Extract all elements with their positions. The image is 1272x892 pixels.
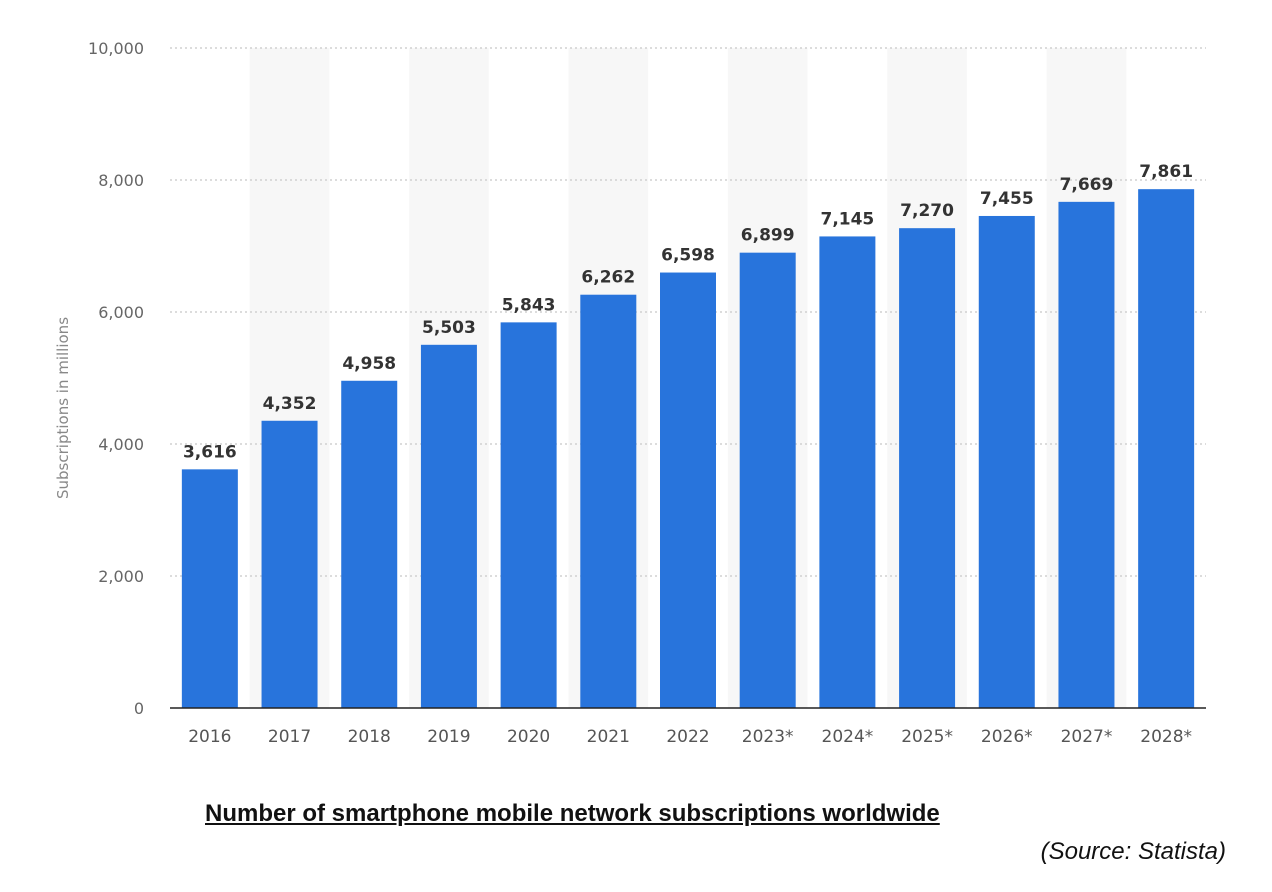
data-label: 4,352 — [263, 394, 317, 414]
data-label: 6,262 — [581, 268, 635, 288]
y-tick-label: 6,000 — [98, 303, 144, 322]
bar-2019 — [420, 344, 477, 708]
data-label: 7,861 — [1139, 162, 1193, 182]
data-label: 7,455 — [980, 189, 1034, 209]
x-tick-label: 2019 — [427, 727, 470, 747]
x-tick-label: 2024* — [822, 727, 874, 747]
bar-2021 — [580, 294, 637, 708]
bar-2020 — [500, 322, 557, 708]
x-tick-label: 2018 — [348, 727, 391, 747]
x-tick-label: 2028* — [1140, 727, 1192, 747]
data-label: 7,669 — [1060, 175, 1114, 195]
bar-2027* — [1058, 201, 1115, 708]
bar-2018 — [341, 380, 398, 708]
source-note: (Source: Statista) — [1040, 838, 1226, 865]
bar-2026* — [978, 215, 1035, 708]
x-tick-label: 2022 — [666, 727, 709, 747]
x-tick-label: 2023* — [742, 727, 794, 747]
bar-2025* — [899, 228, 956, 708]
x-tick-label: 2027* — [1061, 727, 1113, 747]
data-label: 7,145 — [820, 209, 874, 229]
data-label: 4,958 — [342, 354, 396, 374]
bar-2028* — [1138, 189, 1195, 708]
x-tick-label: 2017 — [268, 727, 311, 747]
data-label: 6,899 — [741, 226, 795, 246]
data-label: 5,503 — [422, 318, 476, 338]
data-label: 6,598 — [661, 246, 715, 266]
bar-chart: 0 2,000 4,000 6,000 8,000 10,000 3,616 4,352 4,… — [54, 39, 1206, 747]
data-label: 3,616 — [183, 442, 237, 462]
y-axis-ticks: 0 2,000 4,000 6,000 8,000 10,000 — [88, 39, 144, 718]
x-tick-label: 2021 — [587, 727, 630, 747]
data-labels: 3,616 4,352 4,958 5,503 5,843 6,262 6,598 6,899… — [183, 162, 1193, 462]
bar-2024* — [819, 236, 876, 708]
x-tick-label: 2025* — [901, 727, 953, 747]
y-tick-label: 8,000 — [98, 171, 144, 190]
y-tick-label: 10,000 — [88, 39, 144, 58]
y-tick-label: 2,000 — [98, 567, 144, 586]
y-tick-label: 4,000 — [98, 435, 144, 454]
data-label: 5,843 — [502, 295, 556, 315]
x-tick-label: 2026* — [981, 727, 1033, 747]
chart-caption: Number of smartphone mobile network subs… — [205, 800, 940, 827]
bar-2016 — [181, 469, 238, 708]
y-tick-label: 0 — [134, 699, 144, 718]
bar-2022 — [660, 272, 716, 708]
x-axis-ticks: 2016 2017 2018 2019 2020 2021 2022 2023* 2024* 20… — [188, 727, 1192, 747]
y-axis-label: Subscriptions in millions — [54, 317, 72, 499]
x-tick-label: 2020 — [507, 727, 550, 747]
x-tick-label: 2016 — [188, 727, 231, 747]
bar-2023* — [739, 252, 796, 708]
bar-2017 — [261, 420, 318, 708]
data-label: 7,270 — [900, 201, 954, 221]
bars — [181, 189, 1195, 708]
